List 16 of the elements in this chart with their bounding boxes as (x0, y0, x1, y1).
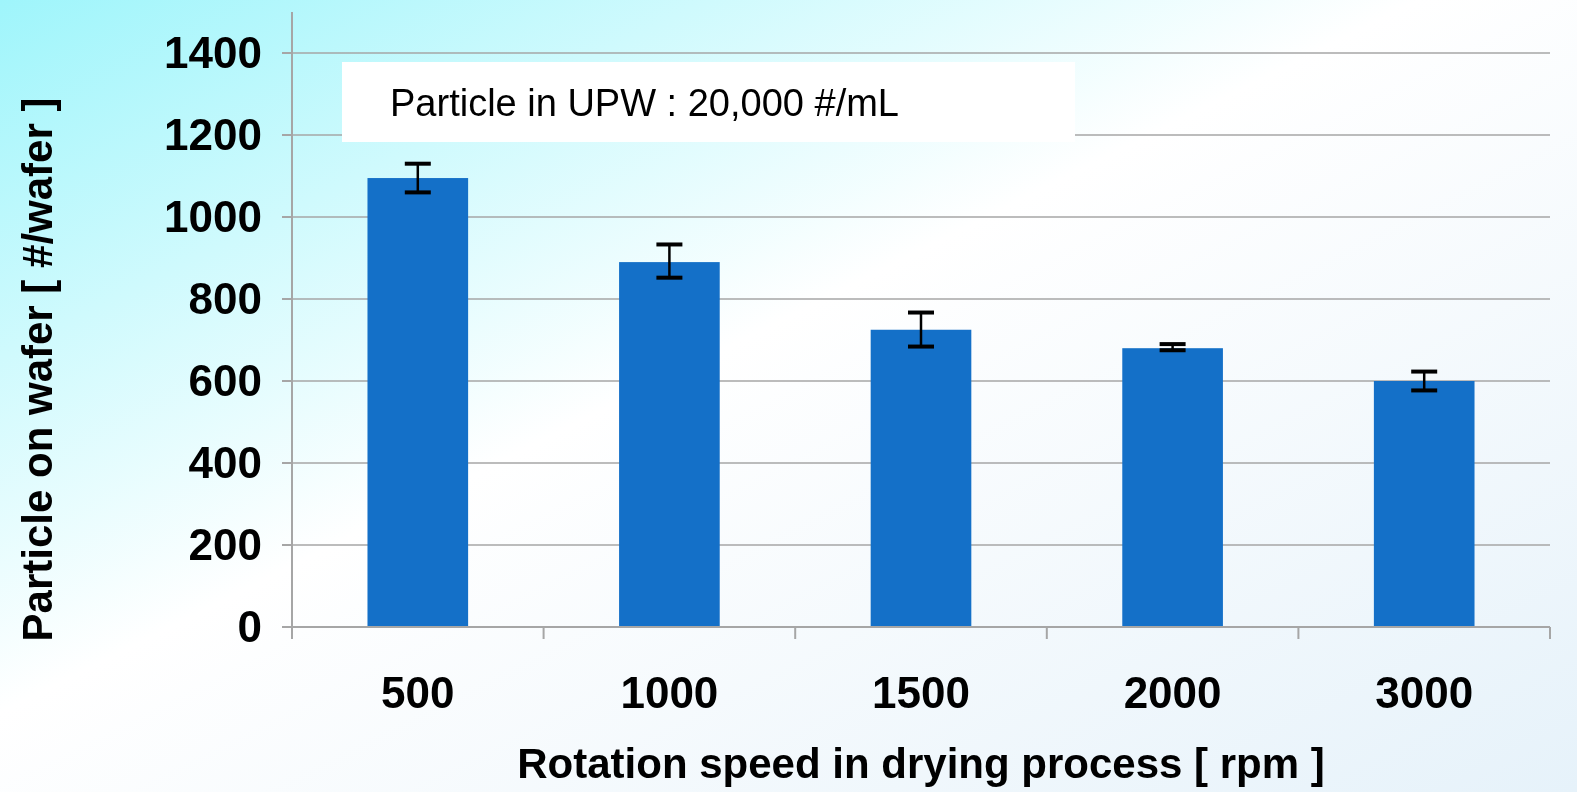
y-tick-label: 200 (188, 520, 262, 570)
y-tick-label: 1000 (164, 192, 262, 242)
y-tick-label: 600 (188, 356, 262, 406)
x-axis-title: Rotation speed in drying process [ rpm ] (517, 740, 1325, 787)
x-tick-label: 1000 (620, 668, 719, 717)
y-axis-title: Particle on wafer [ #/wafer ] (14, 97, 61, 642)
x-tick-label: 2000 (1123, 668, 1222, 717)
y-tick-label: 0 (237, 602, 262, 652)
x-tick-label: 1500 (872, 668, 970, 717)
y-tick-label: 800 (188, 274, 262, 324)
annotation: Particle in UPW : 20,000 #/mL (390, 82, 899, 124)
x-tick-label: 500 (381, 668, 455, 717)
y-tick-label: 1200 (164, 110, 262, 160)
y-tick-label: 1400 (164, 28, 262, 78)
y-tick-label: 400 (188, 438, 262, 488)
x-tick-label: 3000 (1375, 668, 1474, 717)
